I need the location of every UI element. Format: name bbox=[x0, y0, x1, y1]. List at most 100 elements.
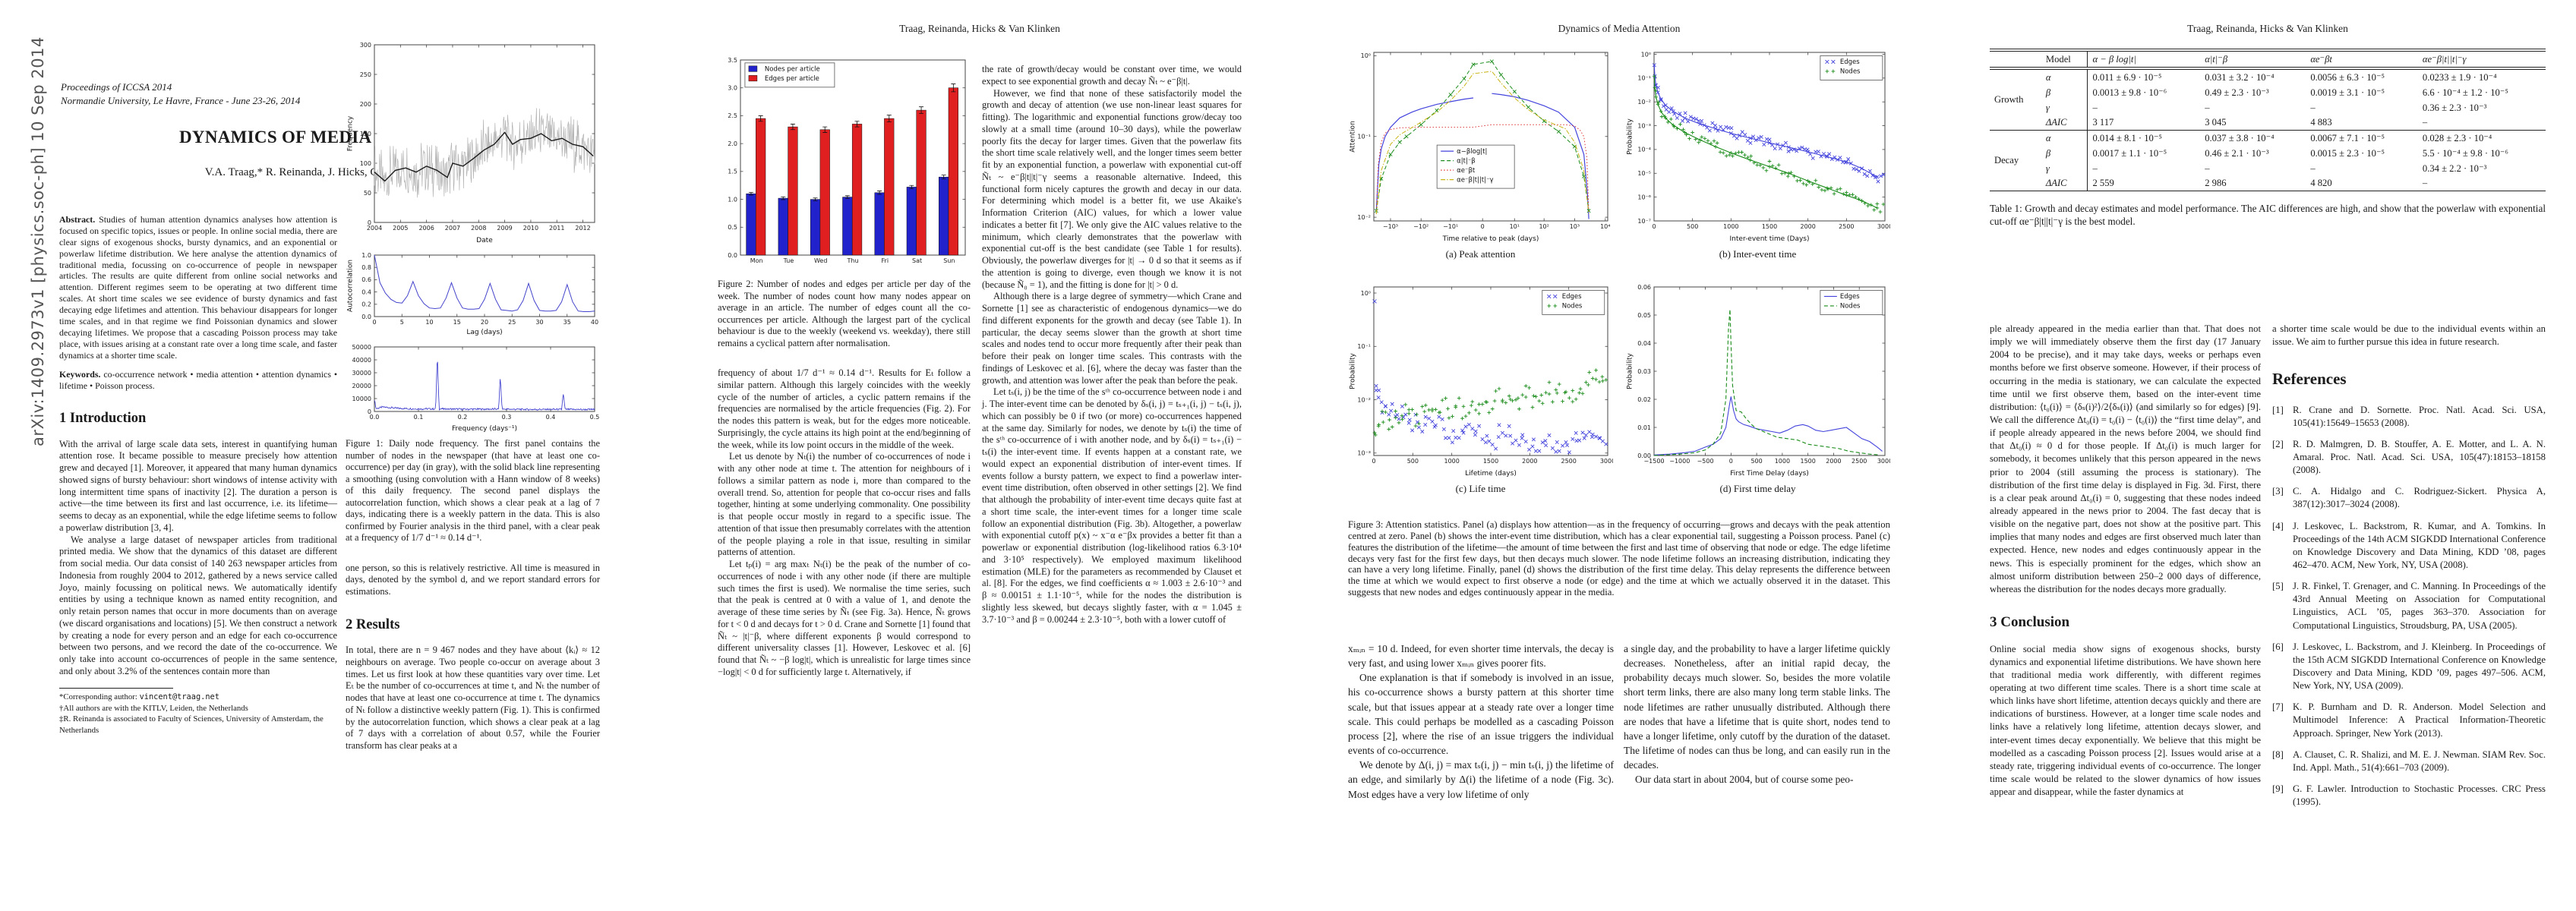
svg-text:−10³: −10³ bbox=[1383, 223, 1398, 230]
svg-text:Edges: Edges bbox=[1562, 293, 1582, 301]
arxiv-watermark: arXiv:1409.2973v1 [physics.soc-ph] 10 Se… bbox=[29, 36, 47, 446]
svg-text:0.2: 0.2 bbox=[458, 414, 468, 421]
figure-3-caption: Figure 3: Attention statistics. Panel (a… bbox=[1348, 519, 1890, 598]
svg-text:500: 500 bbox=[1407, 458, 1419, 465]
svg-text:1500: 1500 bbox=[1800, 458, 1815, 465]
continuation-paragraph: one person, so this is relatively restri… bbox=[346, 562, 600, 597]
growth-decay-table: Model α − β log|t| α|t|⁻β αe⁻βt αe⁻β|t||t|⁻γ… bbox=[1990, 49, 2546, 191]
section-1-heading: 1 Introduction bbox=[59, 411, 147, 427]
svg-text:0.0: 0.0 bbox=[370, 414, 380, 421]
lifetime-cont-paragraph: a single day, and the probability to hav… bbox=[1624, 643, 1890, 771]
page2-right-column: the rate of growth/decay would be consta… bbox=[982, 64, 1242, 626]
svg-text:2007: 2007 bbox=[445, 225, 460, 232]
svg-text:Nodes: Nodes bbox=[1840, 303, 1861, 310]
svg-text:α−βlog|t|: α−βlog|t| bbox=[1457, 148, 1487, 156]
table-row: ΔAIC 2 559 2 986 4 820– bbox=[1990, 176, 2546, 191]
reference-item: [9] G. F. Lawler. Introduction to Stocha… bbox=[2272, 783, 2546, 808]
reference-item: [3] C. A. Hidalgo and C. Rodriguez-Sicke… bbox=[2272, 486, 2546, 510]
figure3c-lifetime-chart: 0 500 1000 1500 2000 2500 3000 10⁰ 10⁻¹ 10⁻² 10⁻³ L… bbox=[1350, 286, 1613, 478]
svg-text:2.0: 2.0 bbox=[728, 140, 737, 147]
footnotes: *Corresponding author: vincent@traag.net… bbox=[59, 687, 337, 736]
svg-text:10²: 10² bbox=[1539, 223, 1548, 230]
symmetry-paragraph: Although there is a large degree of symm… bbox=[982, 291, 1242, 386]
keywords-text: co-occurrence network • media attention … bbox=[59, 369, 337, 392]
svg-text:0.04: 0.04 bbox=[1637, 340, 1651, 347]
svg-text:0: 0 bbox=[368, 219, 371, 226]
reference-item: [7] K. P. Burnham and D. R. Anderson. Mo… bbox=[2272, 701, 2546, 739]
svg-text:α|t|⁻β: α|t|⁻β bbox=[1457, 157, 1476, 165]
figure1-daily-frequency-chart: 2004 2005 2006 2007 2008 2009 2010 2011 2012 0 50 1… bbox=[347, 42, 595, 244]
svg-text:Sat: Sat bbox=[912, 257, 922, 264]
svg-text:−10²: −10² bbox=[1413, 223, 1428, 230]
figure-3-panel-d: −1500 −1000 −500 0 500 1000 1500 2000 2500 3000 0.… bbox=[1625, 282, 1891, 516]
figure1-fourier-spectrum-chart: 0.0 0.1 0.2 0.3 0.4 0.5 0 10000 20000 30000 40000 5… bbox=[352, 344, 600, 433]
peak-paragraph: Let tₚ(i) = arg maxₜ Nₜ(i) be the peak o… bbox=[718, 559, 971, 677]
svg-text:100: 100 bbox=[360, 160, 371, 167]
figure3a-peak-attention-chart: −10³ −10² −10¹ 0 10¹ 10² 10³ 10⁴ 10⁻² 10⁻¹ 10⁰ Time… bbox=[1350, 52, 1610, 243]
svg-text:10⁻¹: 10⁻¹ bbox=[1637, 75, 1651, 82]
proceedings-line2: Normandie University, Le Havre, France -… bbox=[61, 95, 301, 107]
svg-text:αe⁻β|t||t|⁻γ: αe⁻β|t||t|⁻γ bbox=[1457, 176, 1493, 184]
svg-text:0.4: 0.4 bbox=[361, 288, 371, 295]
svg-text:10⁻⁴: 10⁻⁴ bbox=[1637, 147, 1651, 153]
svg-text:10⁻⁷: 10⁻⁷ bbox=[1637, 218, 1651, 225]
table-1-caption: Table 1: Growth and decay estimates and … bbox=[1990, 203, 2546, 228]
svg-text:10⁻²: 10⁻² bbox=[1357, 396, 1371, 403]
results-paragraph: In total, there are n = 9 467 nodes and … bbox=[346, 645, 600, 752]
svg-text:Wed: Wed bbox=[814, 257, 827, 264]
footnote-3: ‡R. Reinanda is associated to Faculty of… bbox=[59, 714, 324, 735]
svg-text:Lifetime (days): Lifetime (days) bbox=[1465, 470, 1517, 478]
page3-left-column: xₘᵢₙ = 10 d. Indeed, for even shorter ti… bbox=[1348, 641, 1614, 802]
svg-text:2000: 2000 bbox=[1522, 458, 1537, 465]
running-header-authors: Traag, Reinanda, Hicks & Van Klinken bbox=[899, 23, 1060, 34]
svg-text:10⁻²: 10⁻² bbox=[1637, 99, 1651, 106]
svg-text:2012: 2012 bbox=[575, 225, 590, 232]
corresponding-email: vincent@traag.net bbox=[139, 692, 219, 701]
svg-text:2004: 2004 bbox=[367, 225, 382, 232]
svg-text:10⁻³: 10⁻³ bbox=[1357, 450, 1371, 457]
page-4: Traag, Reinanda, Hicks & Van Klinken Mod… bbox=[1990, 0, 2546, 911]
figure-3-panel-c: 0 500 1000 1500 2000 2500 3000 10⁰ 10⁻¹ 10⁻² 10⁻³ L… bbox=[1348, 282, 1613, 516]
svg-text:αe⁻βt: αe⁻βt bbox=[1457, 167, 1476, 175]
svg-text:1000: 1000 bbox=[1723, 223, 1738, 230]
proceedings-note: Proceedings of ICCSA 2014 Normandie Univ… bbox=[61, 80, 300, 108]
svg-text:0.5: 0.5 bbox=[728, 224, 737, 231]
svg-text:0.6: 0.6 bbox=[361, 276, 371, 283]
svg-text:10⁰: 10⁰ bbox=[1361, 290, 1371, 297]
svg-text:10¹: 10¹ bbox=[1510, 223, 1520, 230]
proceedings-line1: Proceedings of ICCSA 2014 bbox=[61, 81, 172, 93]
lifetime-paragraph: We denote by Δ(i, j) = max tₛ(i, j) − mi… bbox=[1348, 759, 1614, 800]
svg-text:0: 0 bbox=[1729, 458, 1733, 465]
page2-left-column: 0.0 0.5 1.0 1.5 2.0 2.5 3.0 3.5 Mon Tue Wed Thu Fri S… bbox=[718, 55, 971, 679]
figure2-week-bar-chart: 0.0 0.5 1.0 1.5 2.0 2.5 3.0 3.5 Mon Tue Wed Thu Fri S… bbox=[728, 57, 966, 264]
svg-text:1.0: 1.0 bbox=[728, 196, 737, 203]
svg-text:20: 20 bbox=[481, 319, 488, 326]
keywords-label: Keywords. bbox=[59, 369, 101, 380]
svg-text:−1000: −1000 bbox=[1669, 458, 1690, 465]
xmin-paragraph: xₘᵢₙ = 10 d. Indeed, for even shorter ti… bbox=[1348, 643, 1614, 670]
svg-text:1.0: 1.0 bbox=[361, 252, 371, 259]
svg-text:50: 50 bbox=[364, 190, 371, 197]
data-start-paragraph: Our data start in about 2004, but of cou… bbox=[1635, 774, 1854, 786]
table-row: Growth α 0.011 ± 6.9 · 10⁻⁵ 0.031 ± 3.2 · 1… bbox=[1990, 68, 2546, 105]
svg-text:0.8: 0.8 bbox=[361, 264, 371, 271]
svg-text:5: 5 bbox=[400, 319, 404, 326]
page4-right-column: a shorter time scale would be due to the… bbox=[2272, 323, 2546, 817]
svg-text:0.5: 0.5 bbox=[590, 414, 600, 421]
svg-text:Probability: Probability bbox=[1627, 118, 1634, 155]
svg-text:Nodes per article: Nodes per article bbox=[765, 66, 820, 74]
running-header-authors-2: Traag, Reinanda, Hicks & Van Klinken bbox=[2187, 23, 2348, 34]
svg-text:25: 25 bbox=[508, 319, 516, 326]
svg-text:150: 150 bbox=[360, 131, 371, 137]
svg-text:10⁻²: 10⁻² bbox=[1357, 214, 1371, 221]
svg-text:0: 0 bbox=[368, 408, 371, 415]
table-row: γ – – –0.36 ± 2.3 · 10⁻³ bbox=[1990, 100, 2546, 115]
svg-text:0.0: 0.0 bbox=[361, 314, 371, 320]
footnote-2: †All authors are with the KITLV, Leiden,… bbox=[59, 703, 248, 713]
svg-text:3.0: 3.0 bbox=[728, 85, 737, 92]
svg-text:10³: 10³ bbox=[1570, 223, 1580, 230]
svg-text:0.03: 0.03 bbox=[1637, 368, 1651, 375]
reference-item: [4] J. Leskovec, L. Backstrom, R. Kumar,… bbox=[2272, 520, 2546, 571]
svg-text:Probability: Probability bbox=[1350, 353, 1357, 389]
models-paragraph: However, we find that none of these sati… bbox=[982, 87, 1242, 290]
